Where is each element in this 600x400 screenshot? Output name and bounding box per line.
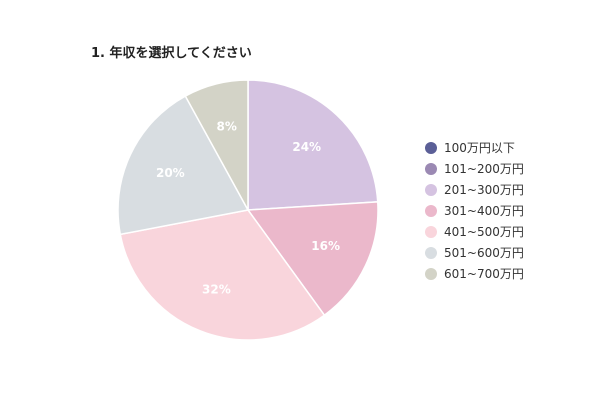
slice-data-label-2: 24% [292, 140, 321, 154]
pie-slice-4[interactable] [119, 209, 326, 341]
legend-swatch [425, 162, 437, 175]
chart-title: 1. 年収を選択してください [91, 46, 252, 61]
slice-data-label-6: 8% [216, 119, 236, 133]
legend-item-2[interactable]: 201~300万円 [425, 179, 524, 200]
legend-item-6[interactable]: 601~700万円 [425, 263, 524, 284]
slice-data-label-5: 20% [156, 166, 185, 180]
legend-item-5[interactable]: 501~600万円 [425, 242, 524, 263]
legend-label: 601~700万円 [444, 267, 524, 281]
legend-swatch [425, 183, 437, 196]
pie-slice-3[interactable] [246, 201, 379, 317]
legend-item-1[interactable]: 101~200万円 [425, 158, 524, 179]
slice-data-label-3: 16% [311, 239, 340, 253]
chart-legend: 100万円以下 101~200万円 201~300万円 301~400万円 40… [425, 137, 524, 284]
legend-label: 101~200万円 [444, 162, 524, 176]
legend-item-0[interactable]: 100万円以下 [425, 137, 524, 158]
legend-swatch [425, 204, 437, 217]
legend-label: 201~300万円 [444, 183, 524, 197]
legend-label: 100万円以下 [444, 141, 515, 155]
legend-item-4[interactable]: 401~500万円 [425, 221, 524, 242]
legend-swatch [425, 267, 437, 280]
legend-swatch [425, 225, 437, 238]
legend-label: 501~600万円 [444, 246, 524, 260]
pie-slice-5[interactable] [117, 95, 250, 236]
pie-slice-6[interactable] [184, 79, 249, 211]
legend-item-3[interactable]: 301~400万円 [425, 200, 524, 221]
legend-label: 401~500万円 [444, 225, 524, 239]
pie-slice-2[interactable] [247, 79, 379, 211]
legend-swatch [425, 246, 437, 259]
legend-label: 301~400万円 [444, 204, 524, 218]
slice-data-label-4: 32% [202, 282, 231, 296]
legend-swatch [425, 141, 437, 154]
